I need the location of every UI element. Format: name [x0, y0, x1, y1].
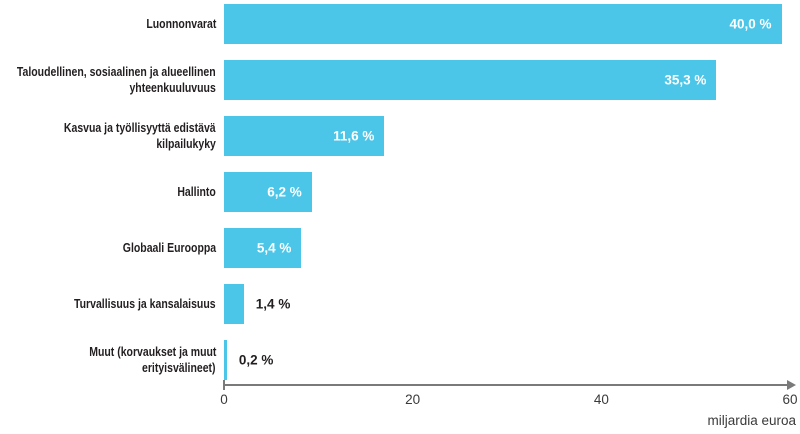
category-label-line: kilpailukyky [156, 137, 216, 151]
bar-row: Luonnonvarat 40,0 % [0, 4, 800, 44]
x-axis-tick-label: 60 [782, 392, 798, 407]
bar-value-label: 35,3 % [664, 72, 707, 88]
x-axis-line [224, 384, 788, 386]
category-label: Globaali Eurooppa [0, 228, 216, 268]
x-axis-title: miljardia euroa [707, 413, 796, 428]
x-axis-tick-label: 40 [593, 392, 609, 407]
bar: 6,2 % [224, 172, 312, 212]
bar-value-label: 40,0 % [729, 16, 772, 32]
bar-row: Turvallisuus ja kansalaisuus 1,4 % [0, 284, 800, 324]
x-axis-zero-tick [223, 380, 225, 390]
category-label: Luonnonvarat [0, 4, 216, 44]
category-label-line: erityisvälineet) [142, 361, 216, 375]
category-label: Taloudellinen, sosiaalinen ja alueelline… [0, 60, 216, 100]
bar-value-label: 6,2 % [267, 184, 302, 200]
category-label: Kasvua ja työllisyyttä edistävä kilpailuk… [0, 116, 216, 156]
bar-value-label: 5,4 % [256, 240, 292, 256]
category-label: Hallinto [0, 172, 216, 212]
x-axis-tick-label: 0 [220, 392, 228, 407]
category-label-line: yhteenkuuluvuus [129, 81, 216, 95]
bar-value-label: 0,2 % [238, 352, 274, 368]
category-label-line: Turvallisuus ja kansalaisuus [74, 296, 216, 311]
bar-row: Globaali Eurooppa 5,4 % [0, 228, 800, 268]
bar-row: Hallinto 6,2 % [0, 172, 800, 212]
x-axis-tick-label: 20 [405, 392, 421, 407]
bar: 35,3 % [224, 60, 717, 100]
category-label-line: Hallinto [177, 184, 216, 199]
bar-value-label: 1,4 % [255, 296, 291, 312]
axis-arrow-icon [787, 380, 796, 390]
bar-row: Muut (korvaukset ja muut erityisvälineet)… [0, 340, 800, 380]
category-label-line: Kasvua ja työllisyyttä edistävä [64, 120, 216, 135]
category-label-line: Luonnonvarat [145, 16, 216, 31]
category-label-line: Muut (korvaukset ja muut [88, 344, 216, 359]
bar: 40,0 % [224, 4, 782, 44]
category-label-line: Globaali Eurooppa [122, 240, 216, 255]
bar [224, 284, 244, 324]
category-label: Muut (korvaukset ja muut erityisvälineet) [0, 340, 216, 380]
bar [224, 340, 227, 380]
category-label: Turvallisuus ja kansalaisuus [0, 284, 216, 324]
category-label-line: Taloudellinen, sosiaalinen ja alueelline… [17, 64, 216, 79]
bar: 5,4 % [224, 228, 302, 268]
bar-row: Taloudellinen, sosiaalinen ja alueelline… [0, 60, 800, 100]
bar-row: Kasvua ja työllisyyttä edistävä kilpailuk… [0, 116, 800, 156]
bar-value-label: 11,6 % [333, 128, 375, 144]
bar: 11,6 % [224, 116, 385, 156]
